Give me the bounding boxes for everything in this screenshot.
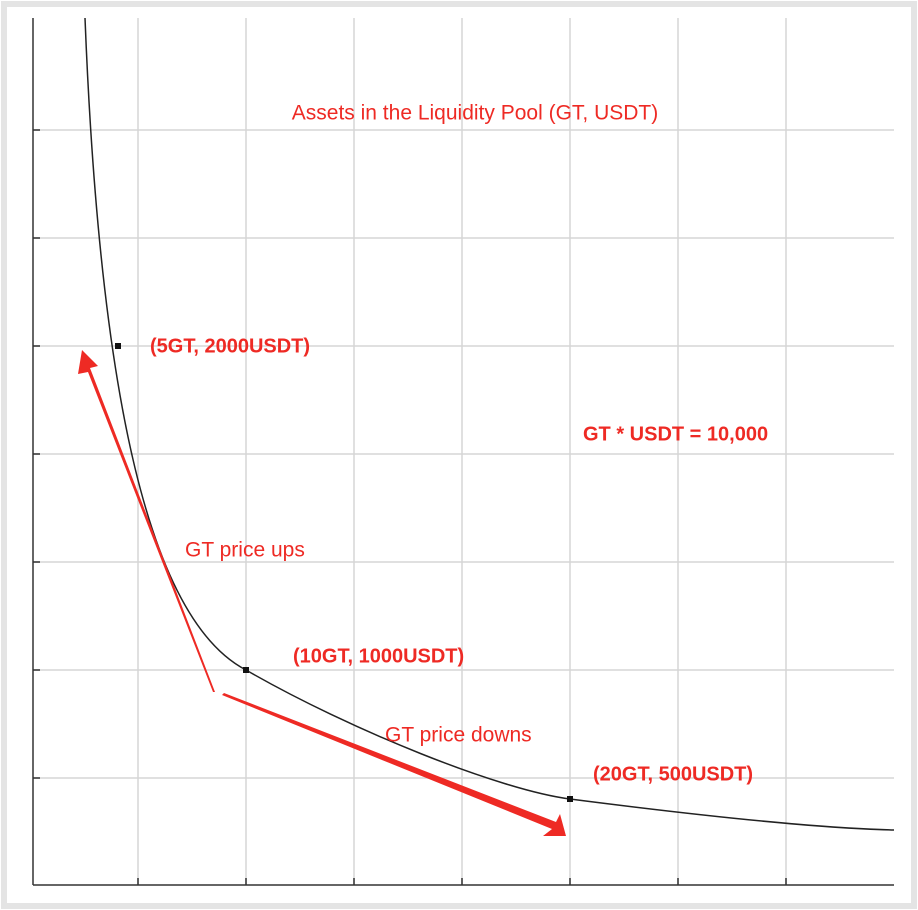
axes [32, 18, 894, 886]
point-label: (10GT, 1000USDT) [293, 645, 464, 667]
grid [33, 18, 894, 885]
title: Assets in the Liquidity Pool (GT, USDT) [292, 102, 658, 125]
point-label: (5GT, 2000USDT) [150, 335, 310, 357]
point-label: (20GT, 500USDT) [593, 763, 753, 785]
curve-points [115, 343, 573, 802]
curve [84, 17, 895, 831]
equation: GT * USDT = 10,000 [583, 423, 768, 445]
arrows [78, 350, 566, 836]
arrow-label: GT price downs [385, 724, 532, 747]
arrow-label: GT price ups [185, 539, 305, 562]
